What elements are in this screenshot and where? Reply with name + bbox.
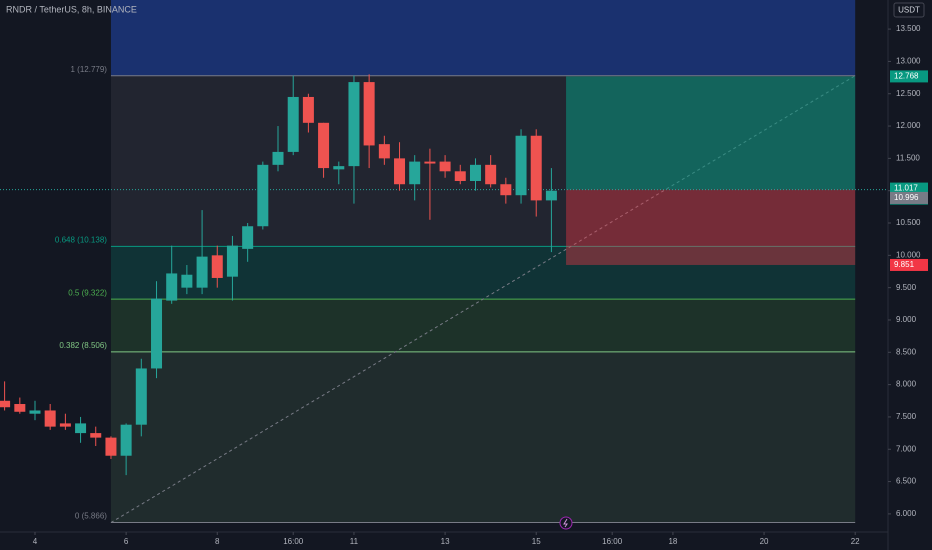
- candle-body: [135, 368, 147, 425]
- candle-body: [363, 82, 375, 146]
- candle-body: [454, 171, 466, 181]
- y-tick-label: 13.000: [896, 57, 921, 66]
- y-tick-label: 12.000: [896, 121, 921, 130]
- candle-body: [500, 184, 512, 196]
- candle-body: [226, 245, 238, 277]
- candle-body: [485, 164, 497, 185]
- event-icon[interactable]: [559, 516, 573, 530]
- candle-body: [530, 135, 542, 201]
- y-tick-label: 8.500: [896, 347, 917, 356]
- candle-body: [90, 433, 102, 438]
- candle-body: [44, 410, 56, 427]
- x-tick-label: 16:00: [283, 537, 304, 546]
- last-price: 11.017: [894, 184, 918, 193]
- y-tick-label: 8.000: [896, 380, 917, 389]
- candle-body: [378, 144, 390, 159]
- y-tick-label: 11.500: [896, 153, 920, 162]
- x-tick-label: 4: [33, 537, 38, 546]
- y-tick-label: 6.500: [896, 477, 917, 486]
- event-icon-bolt: [563, 518, 568, 528]
- candle-body: [348, 82, 360, 167]
- candle-body: [105, 437, 117, 456]
- y-tick-label: 13.500: [896, 24, 921, 33]
- y-tick-label: 10.500: [896, 218, 921, 227]
- candle-body: [14, 404, 26, 412]
- candle-body: [469, 164, 481, 181]
- candle-body: [333, 166, 345, 170]
- candle-body: [409, 161, 421, 185]
- fib-trend: [110, 75, 856, 523]
- y-tick-label: 9.000: [896, 315, 917, 324]
- fib-zone: [110, 0, 856, 76]
- candle-body: [211, 255, 223, 278]
- stop-price: 9.851: [894, 260, 915, 269]
- y-tick-label: 7.000: [896, 444, 917, 453]
- candle-body: [439, 161, 451, 172]
- candle-body: [29, 410, 41, 414]
- target-price-bg: [890, 70, 928, 83]
- target-price: 12.768: [894, 72, 919, 81]
- fib-zone: [110, 299, 856, 352]
- candle-body: [196, 256, 208, 288]
- last-price-bg: [890, 182, 928, 195]
- x-tick-label: 13: [441, 537, 450, 546]
- x-tick-label: 8: [215, 537, 220, 546]
- fib-zone: [110, 351, 856, 523]
- x-tick-label: 6: [124, 537, 129, 546]
- fib-label: 0.648 (10.138): [55, 236, 107, 245]
- candle-body: [181, 274, 193, 288]
- candle-body: [75, 423, 87, 434]
- candle-body: [302, 96, 314, 123]
- candle-body: [120, 424, 132, 456]
- candle-body: [0, 400, 11, 408]
- target-zone: [566, 76, 856, 190]
- candle-body: [545, 190, 557, 201]
- bid-price: 10.996: [894, 193, 919, 202]
- fib-label: 0 (5.866): [75, 512, 107, 521]
- candle-body: [515, 135, 527, 196]
- stop-price-bg: [890, 258, 928, 271]
- y-tick-label: 6.000: [896, 509, 917, 518]
- candle-body: [242, 226, 254, 249]
- bid-price-bg: [890, 191, 928, 204]
- candle-body: [394, 158, 406, 185]
- candle-body: [166, 273, 178, 301]
- y-tick-label: 12.500: [896, 89, 921, 98]
- currency: USDT: [898, 6, 920, 15]
- y-tick-label: 10.000: [896, 250, 921, 259]
- stop-zone: [566, 189, 856, 265]
- candle-body: [287, 96, 299, 152]
- x-tick-label: 20: [760, 537, 769, 546]
- fib-label: 0.382 (8.506): [59, 341, 107, 350]
- y-tick-label: 7.500: [896, 412, 917, 421]
- candle-body: [318, 122, 330, 169]
- candle-body: [424, 161, 436, 164]
- y-tick-label: 9.500: [896, 283, 917, 292]
- x-tick-label: 18: [668, 537, 677, 546]
- candle-body: [59, 423, 71, 427]
- currency-box[interactable]: [893, 2, 925, 18]
- x-tick-label: 22: [851, 537, 860, 546]
- x-tick-label: 11: [350, 537, 359, 546]
- candle-body: [151, 298, 163, 369]
- x-tick-label: 16:00: [602, 537, 623, 546]
- fib-label: 0.5 (9.322): [68, 288, 107, 297]
- candle-body: [272, 151, 284, 165]
- fib-label: 1 (12.779): [70, 65, 107, 74]
- chart-title: RNDR / TetherUS, 8h, BINANCE: [6, 4, 137, 14]
- candle-body: [257, 164, 269, 227]
- x-tick-label: 15: [532, 537, 541, 546]
